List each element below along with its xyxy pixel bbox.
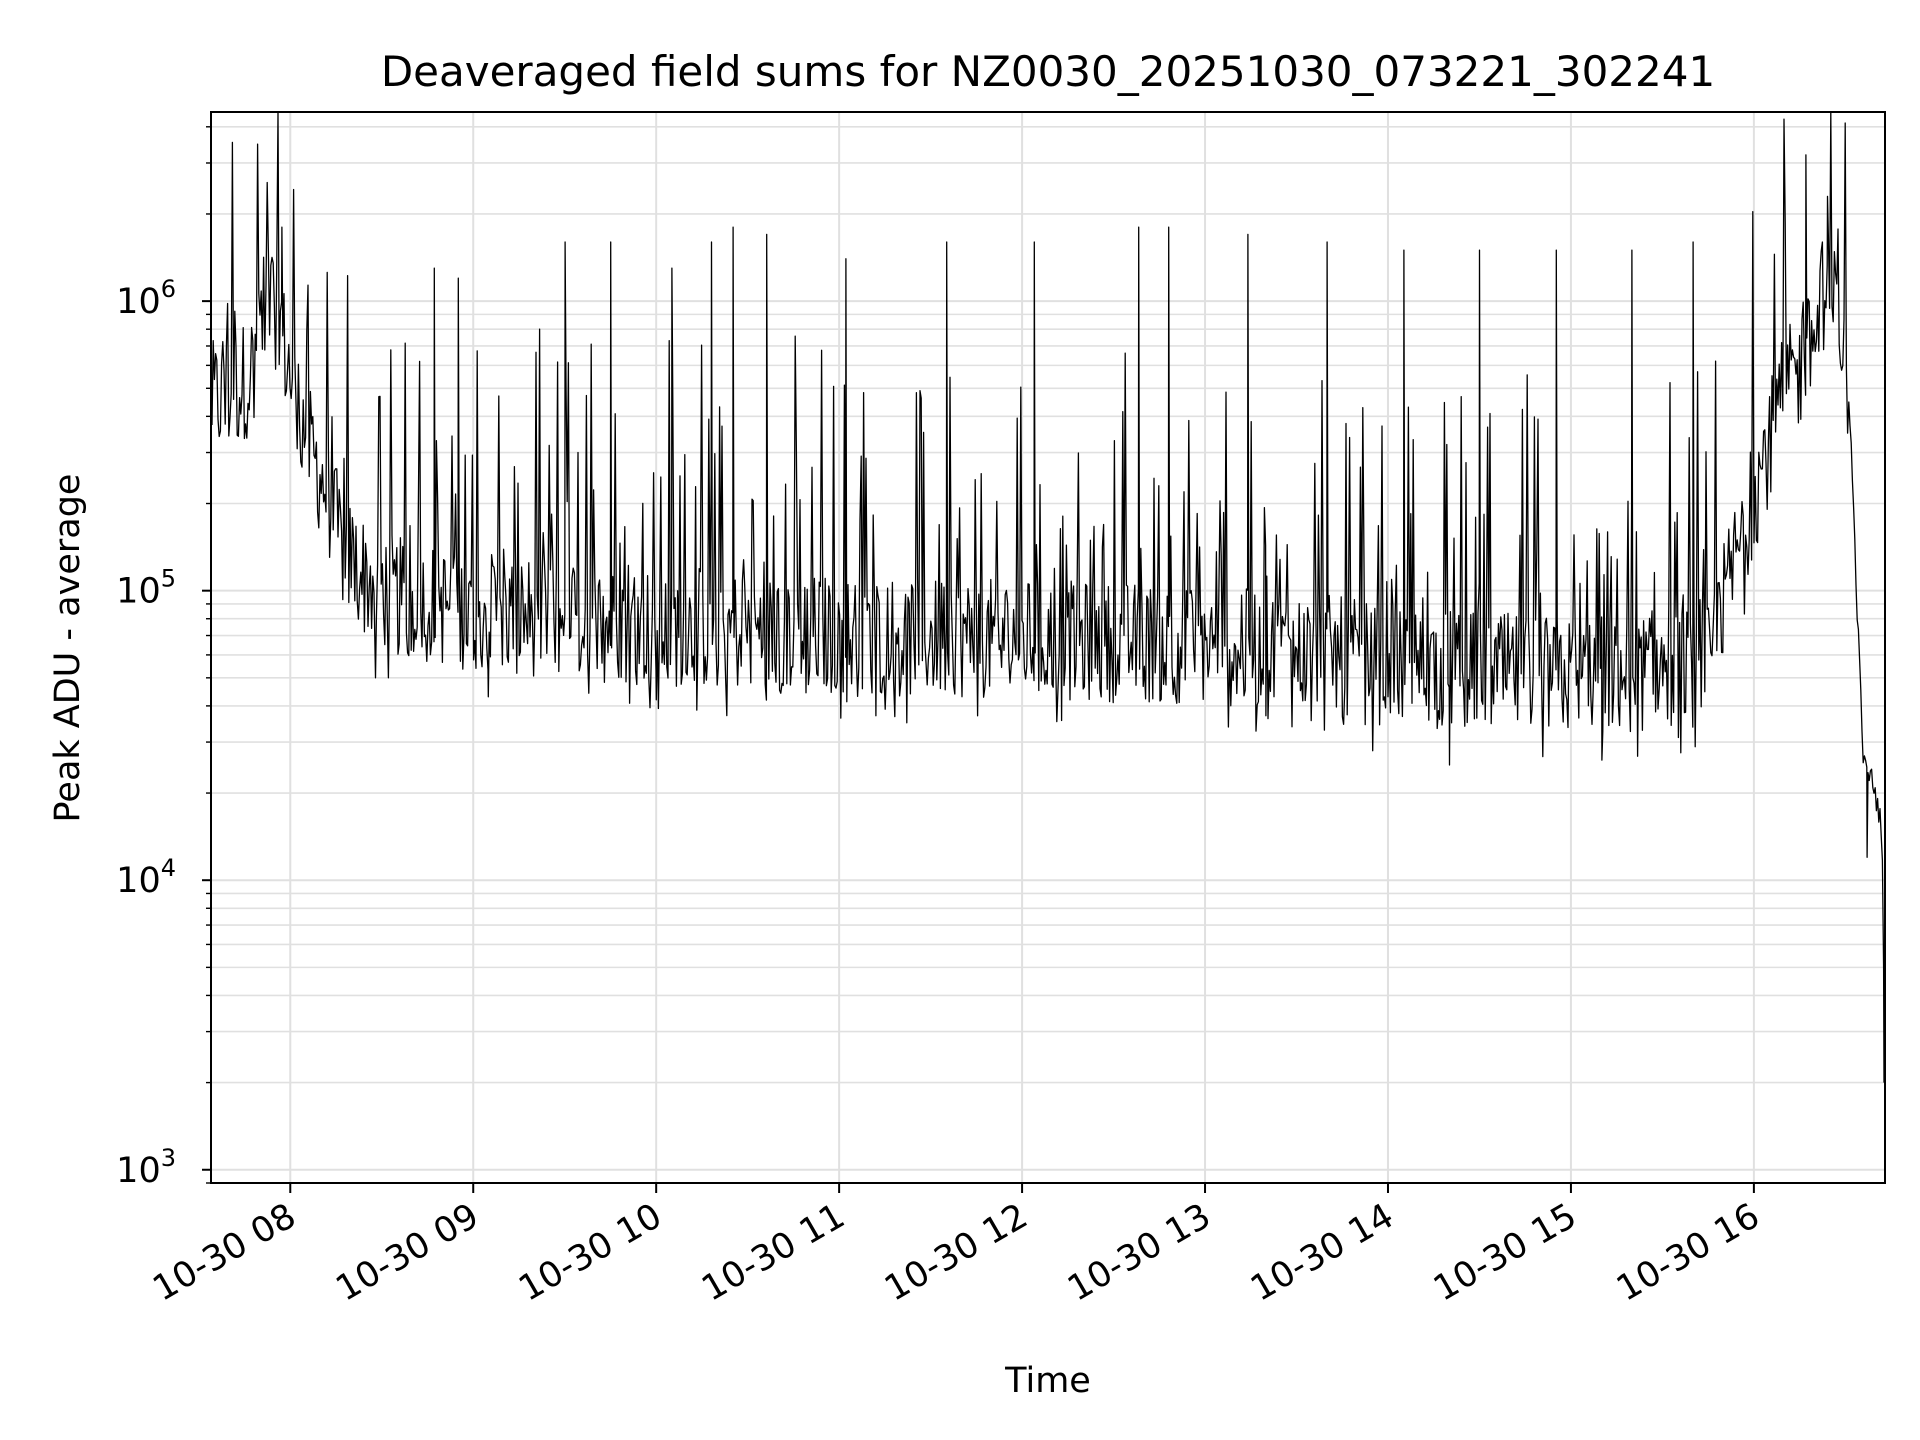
series-line xyxy=(211,111,1885,1083)
y-axis-ticks: 103 104 105 106 xyxy=(116,126,211,1191)
x-tick-label: 10-30 15 xyxy=(1427,1196,1583,1309)
y-tick-label: 106 xyxy=(116,275,176,322)
x-tick-label: 10-30 12 xyxy=(878,1196,1034,1309)
x-tick-label: 10-30 16 xyxy=(1610,1196,1766,1309)
x-tick-label: 10-30 11 xyxy=(695,1196,851,1309)
x-tick-label: 10-30 14 xyxy=(1244,1196,1400,1309)
series-path xyxy=(211,111,1885,1083)
plot-frame xyxy=(210,111,1886,1184)
y-tick-label: 103 xyxy=(116,1144,176,1191)
x-tick-label: 10-30 09 xyxy=(329,1196,485,1309)
y-axis-label: Peak ADU - average xyxy=(48,474,88,823)
x-tick-label: 10-30 08 xyxy=(146,1196,302,1309)
y-tick-label: 104 xyxy=(116,854,176,901)
y-tick-label: 105 xyxy=(116,565,176,612)
x-tick-label: 10-30 10 xyxy=(512,1196,668,1309)
x-tick-label: 10-30 13 xyxy=(1061,1196,1217,1309)
x-axis-ticks: 10-30 08 10-30 09 10-30 10 10-30 11 10-30 12… xyxy=(146,1183,1766,1309)
chart-title: Deaveraged field sums for NZ0030_2025103… xyxy=(381,47,1715,96)
x-axis-label: Time xyxy=(1004,1361,1091,1401)
